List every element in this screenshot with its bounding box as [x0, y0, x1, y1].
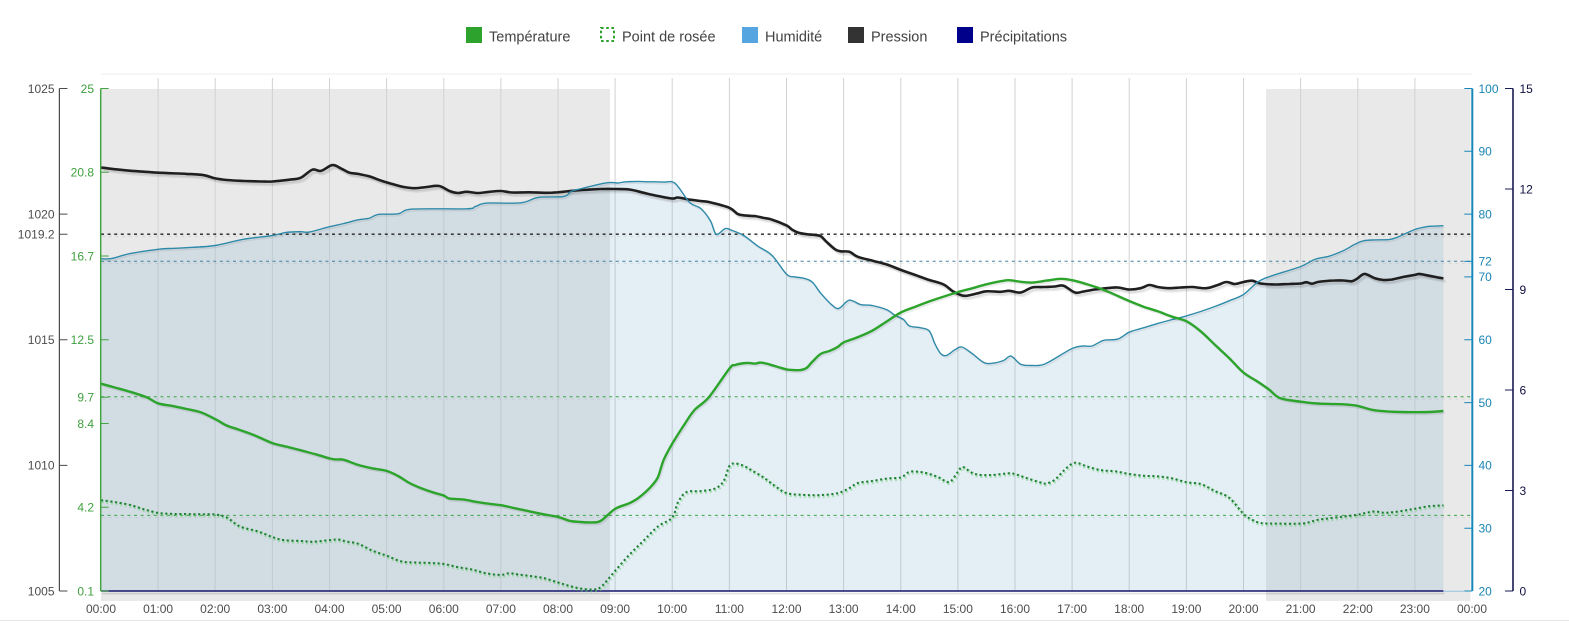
- svg-text:90: 90: [1479, 145, 1493, 159]
- svg-text:04:00: 04:00: [314, 602, 344, 616]
- svg-text:15: 15: [1520, 82, 1534, 96]
- svg-text:15:00: 15:00: [943, 602, 973, 616]
- svg-text:3: 3: [1520, 484, 1527, 498]
- svg-text:30: 30: [1479, 522, 1493, 536]
- svg-text:8.4: 8.4: [77, 417, 94, 431]
- svg-text:22:00: 22:00: [1343, 602, 1373, 616]
- svg-text:16:00: 16:00: [1000, 602, 1030, 616]
- svg-text:6: 6: [1520, 383, 1527, 397]
- svg-text:Humidité: Humidité: [765, 30, 822, 46]
- svg-text:11:00: 11:00: [715, 602, 744, 616]
- svg-text:80: 80: [1479, 207, 1493, 221]
- svg-text:03:00: 03:00: [257, 602, 287, 616]
- svg-text:1019.2: 1019.2: [18, 228, 55, 242]
- svg-text:Température: Température: [489, 30, 570, 46]
- svg-text:01:00: 01:00: [143, 602, 173, 616]
- svg-text:1010: 1010: [28, 459, 55, 473]
- svg-text:14:00: 14:00: [886, 602, 916, 616]
- svg-text:19:00: 19:00: [1171, 602, 1201, 616]
- svg-text:17:00: 17:00: [1057, 602, 1087, 616]
- svg-text:20:00: 20:00: [1228, 602, 1258, 616]
- svg-text:100: 100: [1479, 82, 1499, 96]
- svg-text:1015: 1015: [28, 333, 55, 347]
- svg-text:40: 40: [1479, 459, 1493, 473]
- svg-text:13:00: 13:00: [829, 602, 859, 616]
- svg-text:00:00: 00:00: [86, 602, 116, 616]
- svg-text:1025: 1025: [28, 82, 55, 96]
- svg-text:12.5: 12.5: [71, 333, 95, 347]
- svg-text:Précipitations: Précipitations: [980, 30, 1067, 46]
- svg-text:72: 72: [1479, 255, 1493, 269]
- svg-text:18:00: 18:00: [1114, 602, 1144, 616]
- svg-text:1020: 1020: [28, 207, 55, 221]
- svg-text:1005: 1005: [28, 584, 55, 598]
- svg-text:02:00: 02:00: [200, 602, 230, 616]
- svg-text:60: 60: [1479, 333, 1493, 347]
- svg-text:23:00: 23:00: [1400, 602, 1430, 616]
- svg-text:Pression: Pression: [871, 30, 927, 46]
- svg-text:70: 70: [1479, 270, 1493, 284]
- svg-text:09:00: 09:00: [600, 602, 630, 616]
- svg-text:10:00: 10:00: [657, 602, 687, 616]
- svg-text:05:00: 05:00: [372, 602, 402, 616]
- svg-text:12: 12: [1520, 182, 1534, 196]
- svg-text:9: 9: [1520, 283, 1527, 297]
- svg-text:20: 20: [1479, 584, 1493, 598]
- svg-text:21:00: 21:00: [1286, 602, 1316, 616]
- svg-text:16.7: 16.7: [71, 249, 95, 263]
- svg-text:25: 25: [81, 82, 95, 96]
- svg-text:00:00: 00:00: [1457, 602, 1487, 616]
- svg-text:20.8: 20.8: [71, 166, 95, 180]
- svg-text:08:00: 08:00: [543, 602, 573, 616]
- svg-text:9.7: 9.7: [77, 391, 94, 405]
- svg-text:4.2: 4.2: [77, 501, 94, 515]
- svg-text:06:00: 06:00: [429, 602, 459, 616]
- svg-text:Point de rosée: Point de rosée: [622, 30, 716, 46]
- svg-text:07:00: 07:00: [486, 602, 516, 616]
- svg-text:12:00: 12:00: [771, 602, 801, 616]
- svg-text:50: 50: [1479, 396, 1493, 410]
- svg-text:0: 0: [1520, 584, 1527, 598]
- svg-text:0.1: 0.1: [77, 584, 94, 598]
